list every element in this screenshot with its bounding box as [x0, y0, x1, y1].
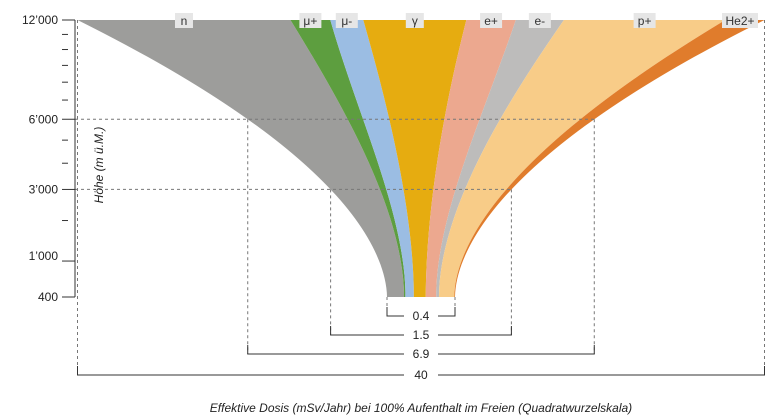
- y-axis-label: Höhe (m ü.M.): [92, 127, 106, 204]
- x-axis-caption: Effektive Dosis (mSv/Jahr) bei 100% Aufe…: [210, 401, 632, 415]
- bracket-right-3: [438, 366, 765, 376]
- bracket-right-2: [438, 345, 595, 355]
- y-axis: 12’000 6’000 3’000 1’000 400: [22, 13, 76, 304]
- layer-2: [330, 20, 414, 297]
- particle-label-3: γ: [412, 14, 418, 28]
- particle-label-4: e+: [484, 14, 498, 28]
- dose-brackets: 0.4 1.5 6.9 40: [77, 307, 765, 382]
- y-tick-label-2: 3’000: [29, 182, 59, 196]
- layer-0: [77, 20, 404, 297]
- particle-label-2: μ-: [341, 14, 352, 28]
- dose-label-0: 0.4: [413, 309, 430, 323]
- bracket-right-1: [438, 326, 512, 336]
- particle-labels: n μ+ μ-γ e+ e-p+ He2+: [174, 13, 758, 28]
- particle-label-box-2: [335, 13, 358, 28]
- guide-lines: [75, 20, 765, 375]
- particle-label-box-3: [405, 13, 424, 28]
- particle-label-box-5: [528, 13, 551, 28]
- bracket-left-0: [386, 307, 404, 317]
- particle-label-1: μ+: [303, 14, 317, 28]
- particle-label-box-7: [722, 13, 758, 28]
- particle-label-box-4: [480, 13, 503, 28]
- bracket-left-3: [77, 366, 404, 376]
- bracket-right-0: [438, 307, 456, 317]
- particle-label-7: He2+: [725, 14, 754, 28]
- y-tick-label-3: 1’000: [29, 249, 59, 263]
- particle-label-6: p+: [638, 14, 652, 28]
- layer-5: [436, 20, 564, 297]
- particle-label-0: n: [181, 14, 188, 28]
- particle-label-box-0: [174, 13, 193, 28]
- y-tick-label-1: 6’000: [29, 112, 59, 126]
- layer-4: [425, 20, 516, 297]
- dose-label-3: 40: [414, 368, 428, 382]
- bracket-left-1: [330, 326, 404, 336]
- particle-label-box-1: [299, 13, 322, 28]
- dose-label-1: 1.5: [413, 328, 430, 342]
- layer-6: [439, 20, 726, 297]
- y-tick-label-4: 400: [38, 290, 58, 304]
- particle-layers: [77, 20, 765, 297]
- bracket-left-2: [247, 345, 404, 355]
- particle-label-5: e-: [535, 14, 546, 28]
- particle-label-box-6: [633, 13, 656, 28]
- layer-3: [363, 20, 467, 297]
- dose-label-2: 6.9: [413, 347, 430, 361]
- y-tick-label-0: 12’000: [22, 13, 58, 27]
